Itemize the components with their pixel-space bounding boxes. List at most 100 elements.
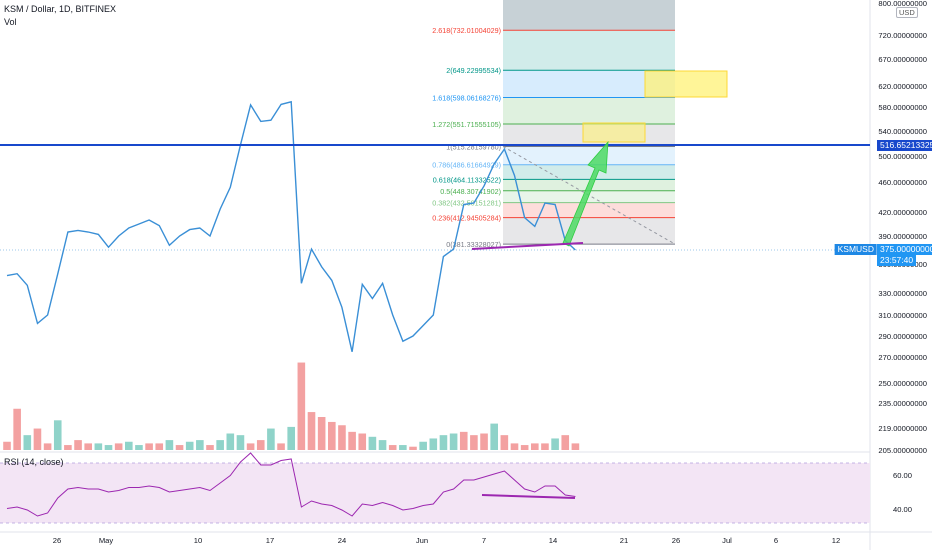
volume-bar (571, 443, 580, 450)
fib-zone (503, 146, 675, 165)
fib-level-label: 0(381.33328027) (446, 240, 501, 249)
volume-bar (155, 443, 164, 450)
volume-bar (449, 433, 458, 450)
volume-bar (500, 435, 509, 450)
price-axis-label: 250.00000000 (878, 379, 927, 388)
volume-bar (165, 440, 174, 450)
price-axis-label: 500.00000000 (878, 152, 927, 161)
fib-zone (503, 202, 675, 218)
volume-bar (3, 441, 11, 450)
rsi-legend[interactable]: RSI (14, close) (4, 457, 64, 467)
fib-level-label: 0.786(486.61664929) (432, 161, 501, 170)
volume-bar (256, 440, 265, 450)
volume-bar (43, 443, 52, 450)
divergence-line-rsi (481, 494, 576, 499)
price-axis-label: 720.00000000 (878, 31, 927, 40)
currency-badge[interactable]: USD (896, 7, 918, 18)
volume-bar (348, 431, 356, 450)
fib-level-label: 0.382(432.50151281) (432, 199, 501, 208)
volume-bar (216, 440, 224, 450)
price-axis-label: 205.00000000 (878, 446, 927, 455)
volume-bar (53, 420, 62, 450)
time-axis-label: 10 (194, 536, 202, 545)
price-axis-label: 460.00000000 (878, 178, 927, 187)
volume-bar (368, 436, 377, 450)
volume-bar (33, 428, 42, 450)
fib-level-label: 0.236(412.94505284) (432, 214, 501, 223)
price-axis-label: 390.00000000 (878, 232, 927, 241)
volume-bar (246, 443, 255, 450)
volume-bar (429, 438, 438, 450)
fib-zone (503, 164, 675, 180)
fib-zone-top (503, 0, 675, 31)
volume-bar (520, 445, 529, 450)
fib-level-label: 1(515.28159780) (446, 142, 501, 151)
time-axis-label: 24 (338, 536, 346, 545)
volume-legend[interactable]: Vol (4, 17, 17, 27)
volume-bar (561, 435, 570, 450)
volume-bar (470, 435, 478, 450)
volume-bar (267, 428, 275, 450)
current-symbol-tag: KSMUSD (834, 244, 877, 255)
time-axis-label: 14 (549, 536, 557, 545)
volume-bar (206, 445, 214, 450)
volume-bar (135, 445, 143, 450)
volume-bar (236, 435, 245, 450)
volume-bar (13, 408, 21, 450)
price-axis-label: 330.00000000 (878, 289, 927, 298)
rsi-pane (0, 452, 870, 524)
horizontal-line-price-tag: 516.65213325 (877, 140, 932, 151)
rsi-axis-label: 60.00 (893, 471, 912, 480)
volume-bar (94, 443, 103, 450)
price-axis-label: 580.00000000 (878, 103, 927, 112)
volume-bar (439, 435, 448, 450)
volume-bar (297, 362, 306, 450)
volume-bar (317, 417, 326, 450)
volume-bar (459, 431, 468, 450)
volume-bar (196, 440, 204, 450)
volume-bar (74, 440, 82, 450)
volume-bar (104, 445, 113, 450)
fib-level-label: 1.618(598.06168276) (432, 94, 501, 103)
time-axis-label: 26 (672, 536, 680, 545)
time-axis-label: Jun (416, 536, 428, 545)
price-axis-label: 540.00000000 (878, 127, 927, 136)
volume-bar (84, 443, 92, 450)
fib-level-label: 2(649.22995534) (446, 66, 501, 75)
bullish-arrow (562, 140, 609, 247)
fib-level-label: 1.272(551.71555105) (432, 120, 501, 129)
price-axis-label: 800.00000000 (878, 0, 927, 8)
volume-bar (145, 443, 153, 450)
symbol-title[interactable]: KSM / Dollar, 1D, BITFINEX (4, 4, 117, 14)
price-axis[interactable]: 800.00000000 720.00000000 670.00000000 620.… (878, 0, 927, 514)
volume-bar (175, 445, 184, 450)
volume-bar (388, 445, 397, 450)
fib-zone (503, 217, 675, 245)
time-axis-label: 17 (266, 536, 274, 545)
time-axis-label: 21 (620, 536, 628, 545)
volume-bars (3, 362, 580, 450)
time-axis-label: May (99, 536, 114, 545)
price-axis-label: 420.00000000 (878, 208, 927, 217)
fib-level-label: 0.5(448.30741902) (440, 187, 501, 196)
volume-bar (114, 443, 123, 450)
price-axis-label: 235.00000000 (878, 399, 927, 408)
time-axis-label: 6 (774, 536, 778, 545)
target-box-lower (582, 122, 646, 143)
time-axis[interactable]: 26 May 10 17 24 Jun 7 14 21 26 Jul 6 12 (53, 536, 840, 545)
price-axis-label: 270.00000000 (878, 353, 927, 362)
volume-bar (480, 433, 488, 450)
bar-countdown-tag: 23:57:40 (877, 255, 917, 266)
annotations[interactable] (0, 70, 870, 499)
price-axis-label: 620.00000000 (878, 82, 927, 91)
volume-bar (358, 433, 367, 450)
price-axis-label: 290.00000000 (878, 332, 927, 341)
volume-bar (551, 438, 559, 450)
current-price-tag: 375.00000000 (877, 244, 932, 255)
fib-level-label: 0.618(464.11332522) (433, 175, 501, 184)
fib-zone (503, 190, 675, 203)
volume-bar (338, 425, 346, 450)
volume-bar (307, 412, 316, 450)
volume-bar (23, 435, 32, 450)
